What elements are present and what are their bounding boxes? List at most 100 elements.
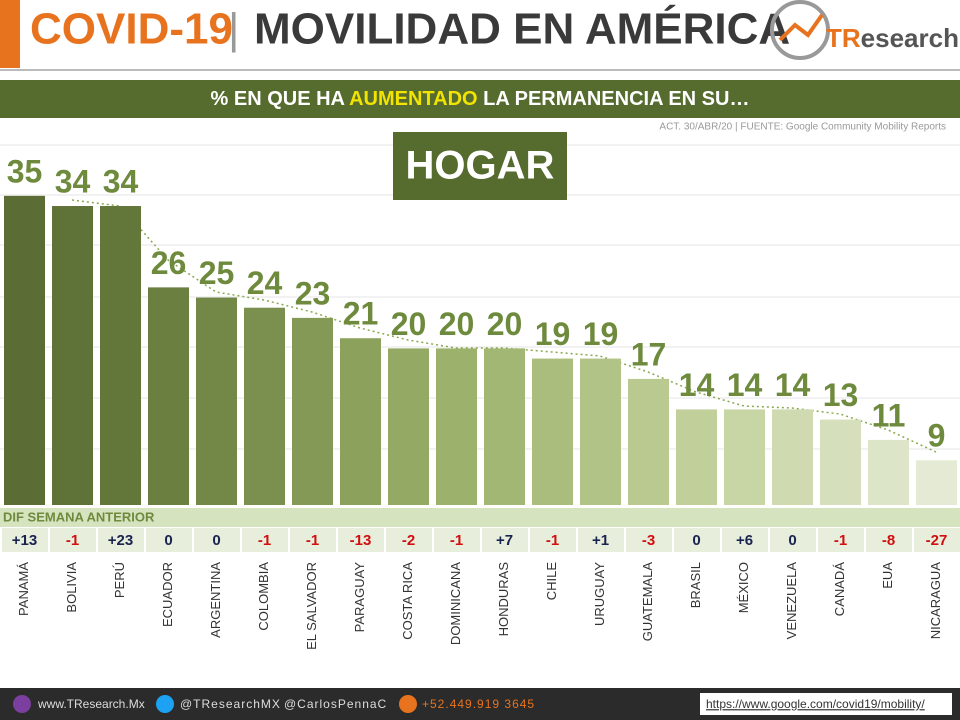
bar [820, 419, 861, 505]
value-label: 9 [928, 418, 946, 454]
x-tick-label: HONDURAS [496, 562, 511, 637]
bar [532, 358, 573, 505]
x-tick-label: COLOMBIA [256, 562, 271, 631]
bar [100, 206, 141, 505]
bar [724, 409, 765, 505]
subtitle-a: % EN QUE HA [211, 88, 345, 110]
bar [52, 206, 93, 505]
x-tick-label: BRASIL [688, 562, 703, 608]
dif-value: -1 [834, 532, 847, 549]
x-tick-label: EUA [880, 562, 895, 589]
bar [628, 378, 669, 505]
footer-twitter: @TResearchMX [180, 697, 281, 711]
value-label: 20 [439, 306, 475, 342]
value-label: 11 [872, 397, 906, 433]
bar [772, 409, 813, 505]
x-tick-label: VENEZUELA [784, 562, 799, 640]
x-tick-label: NICARAGUA [928, 562, 943, 640]
dif-cell [242, 528, 288, 552]
dif-value: -27 [926, 532, 948, 549]
dif-cell [194, 528, 240, 552]
dif-value: -1 [66, 532, 79, 549]
dif-value: +7 [496, 532, 513, 549]
dif-value: -8 [882, 532, 895, 549]
footer-link[interactable]: https://www.google.com/covid19/mobility/ [706, 697, 925, 711]
dif-cell [530, 528, 576, 552]
value-label: 26 [151, 245, 187, 281]
value-label: 14 [775, 367, 811, 403]
dif-cell [578, 528, 624, 552]
dif-cell [338, 528, 384, 552]
x-tick-label: MÉXICO [736, 562, 751, 613]
chart-title: HOGAR [406, 144, 555, 188]
bar [484, 348, 525, 505]
logo: TResearch [826, 23, 959, 53]
dif-value: -1 [258, 532, 271, 549]
dif-value: 0 [692, 532, 700, 549]
bar [4, 195, 45, 505]
bar [868, 439, 909, 505]
bar [388, 348, 429, 505]
source: ACT. 30/ABR/20 | FUENTE: Google Communit… [659, 122, 946, 133]
dif-value: -1 [306, 532, 319, 549]
x-tick-label: PARAGUAY [352, 562, 367, 633]
bar [148, 287, 189, 505]
x-tick-label: EL SALVADOR [304, 562, 319, 650]
dif-cell [146, 528, 192, 552]
subtitle-band [0, 80, 960, 118]
dif-cell [2, 528, 48, 552]
dif-cell [482, 528, 528, 552]
dif-cell [434, 528, 480, 552]
bar [436, 348, 477, 505]
value-label: 14 [679, 367, 715, 403]
x-tick-label: PANAMÁ [16, 562, 31, 616]
value-label: 21 [343, 296, 379, 332]
dif-cell [818, 528, 864, 552]
dif-cell [770, 528, 816, 552]
dif-value: -1 [450, 532, 463, 549]
dif-cell [626, 528, 672, 552]
dif-cell [914, 528, 960, 552]
bar [196, 297, 237, 505]
logo-icon [770, 0, 830, 60]
dif-value: -13 [350, 532, 372, 549]
bar [916, 460, 957, 505]
bar [244, 307, 285, 505]
dif-header-band [0, 508, 960, 527]
value-label: 25 [199, 255, 235, 291]
title-sep: | [228, 5, 239, 54]
subtitle-highlight: AUMENTADO [349, 88, 478, 110]
dif-value: 0 [788, 532, 796, 549]
x-tick-label: BOLIVIA [64, 562, 79, 613]
x-tick-label: ARGENTINA [208, 562, 223, 638]
x-tick-label: COSTA RICA [400, 562, 415, 640]
x-tick-label: ECUADOR [160, 562, 175, 627]
accent-strip [0, 0, 20, 68]
dif-value: +1 [592, 532, 609, 549]
twitter-icon [156, 695, 174, 713]
value-label: 20 [487, 306, 523, 342]
dif-cell [386, 528, 432, 552]
dif-cell [674, 528, 720, 552]
value-label: 24 [247, 265, 283, 301]
footer-phone: +52.449.919 3645 [422, 697, 535, 711]
bar [292, 317, 333, 505]
dif-value: +13 [12, 532, 37, 549]
title-b: MOVILIDAD EN AMÉRICA [254, 4, 790, 54]
dif-cell [722, 528, 768, 552]
logo-a: TR [826, 23, 861, 53]
link-box [700, 693, 952, 715]
title-box [393, 132, 567, 200]
x-tick-label: URUGUAY [592, 562, 607, 626]
dif-value: -1 [546, 532, 559, 549]
subtitle-b: LA PERMANENCIA EN SU… [483, 88, 749, 110]
value-label: 19 [535, 316, 571, 352]
web-icon [13, 695, 31, 713]
x-tick-label: PERÚ [112, 562, 127, 598]
logo-b: esearch [861, 23, 959, 53]
value-label: 20 [391, 306, 427, 342]
dif-value: +6 [736, 532, 753, 549]
x-tick-label: DOMINICANA [448, 562, 463, 645]
dif-value: 0 [164, 532, 172, 549]
